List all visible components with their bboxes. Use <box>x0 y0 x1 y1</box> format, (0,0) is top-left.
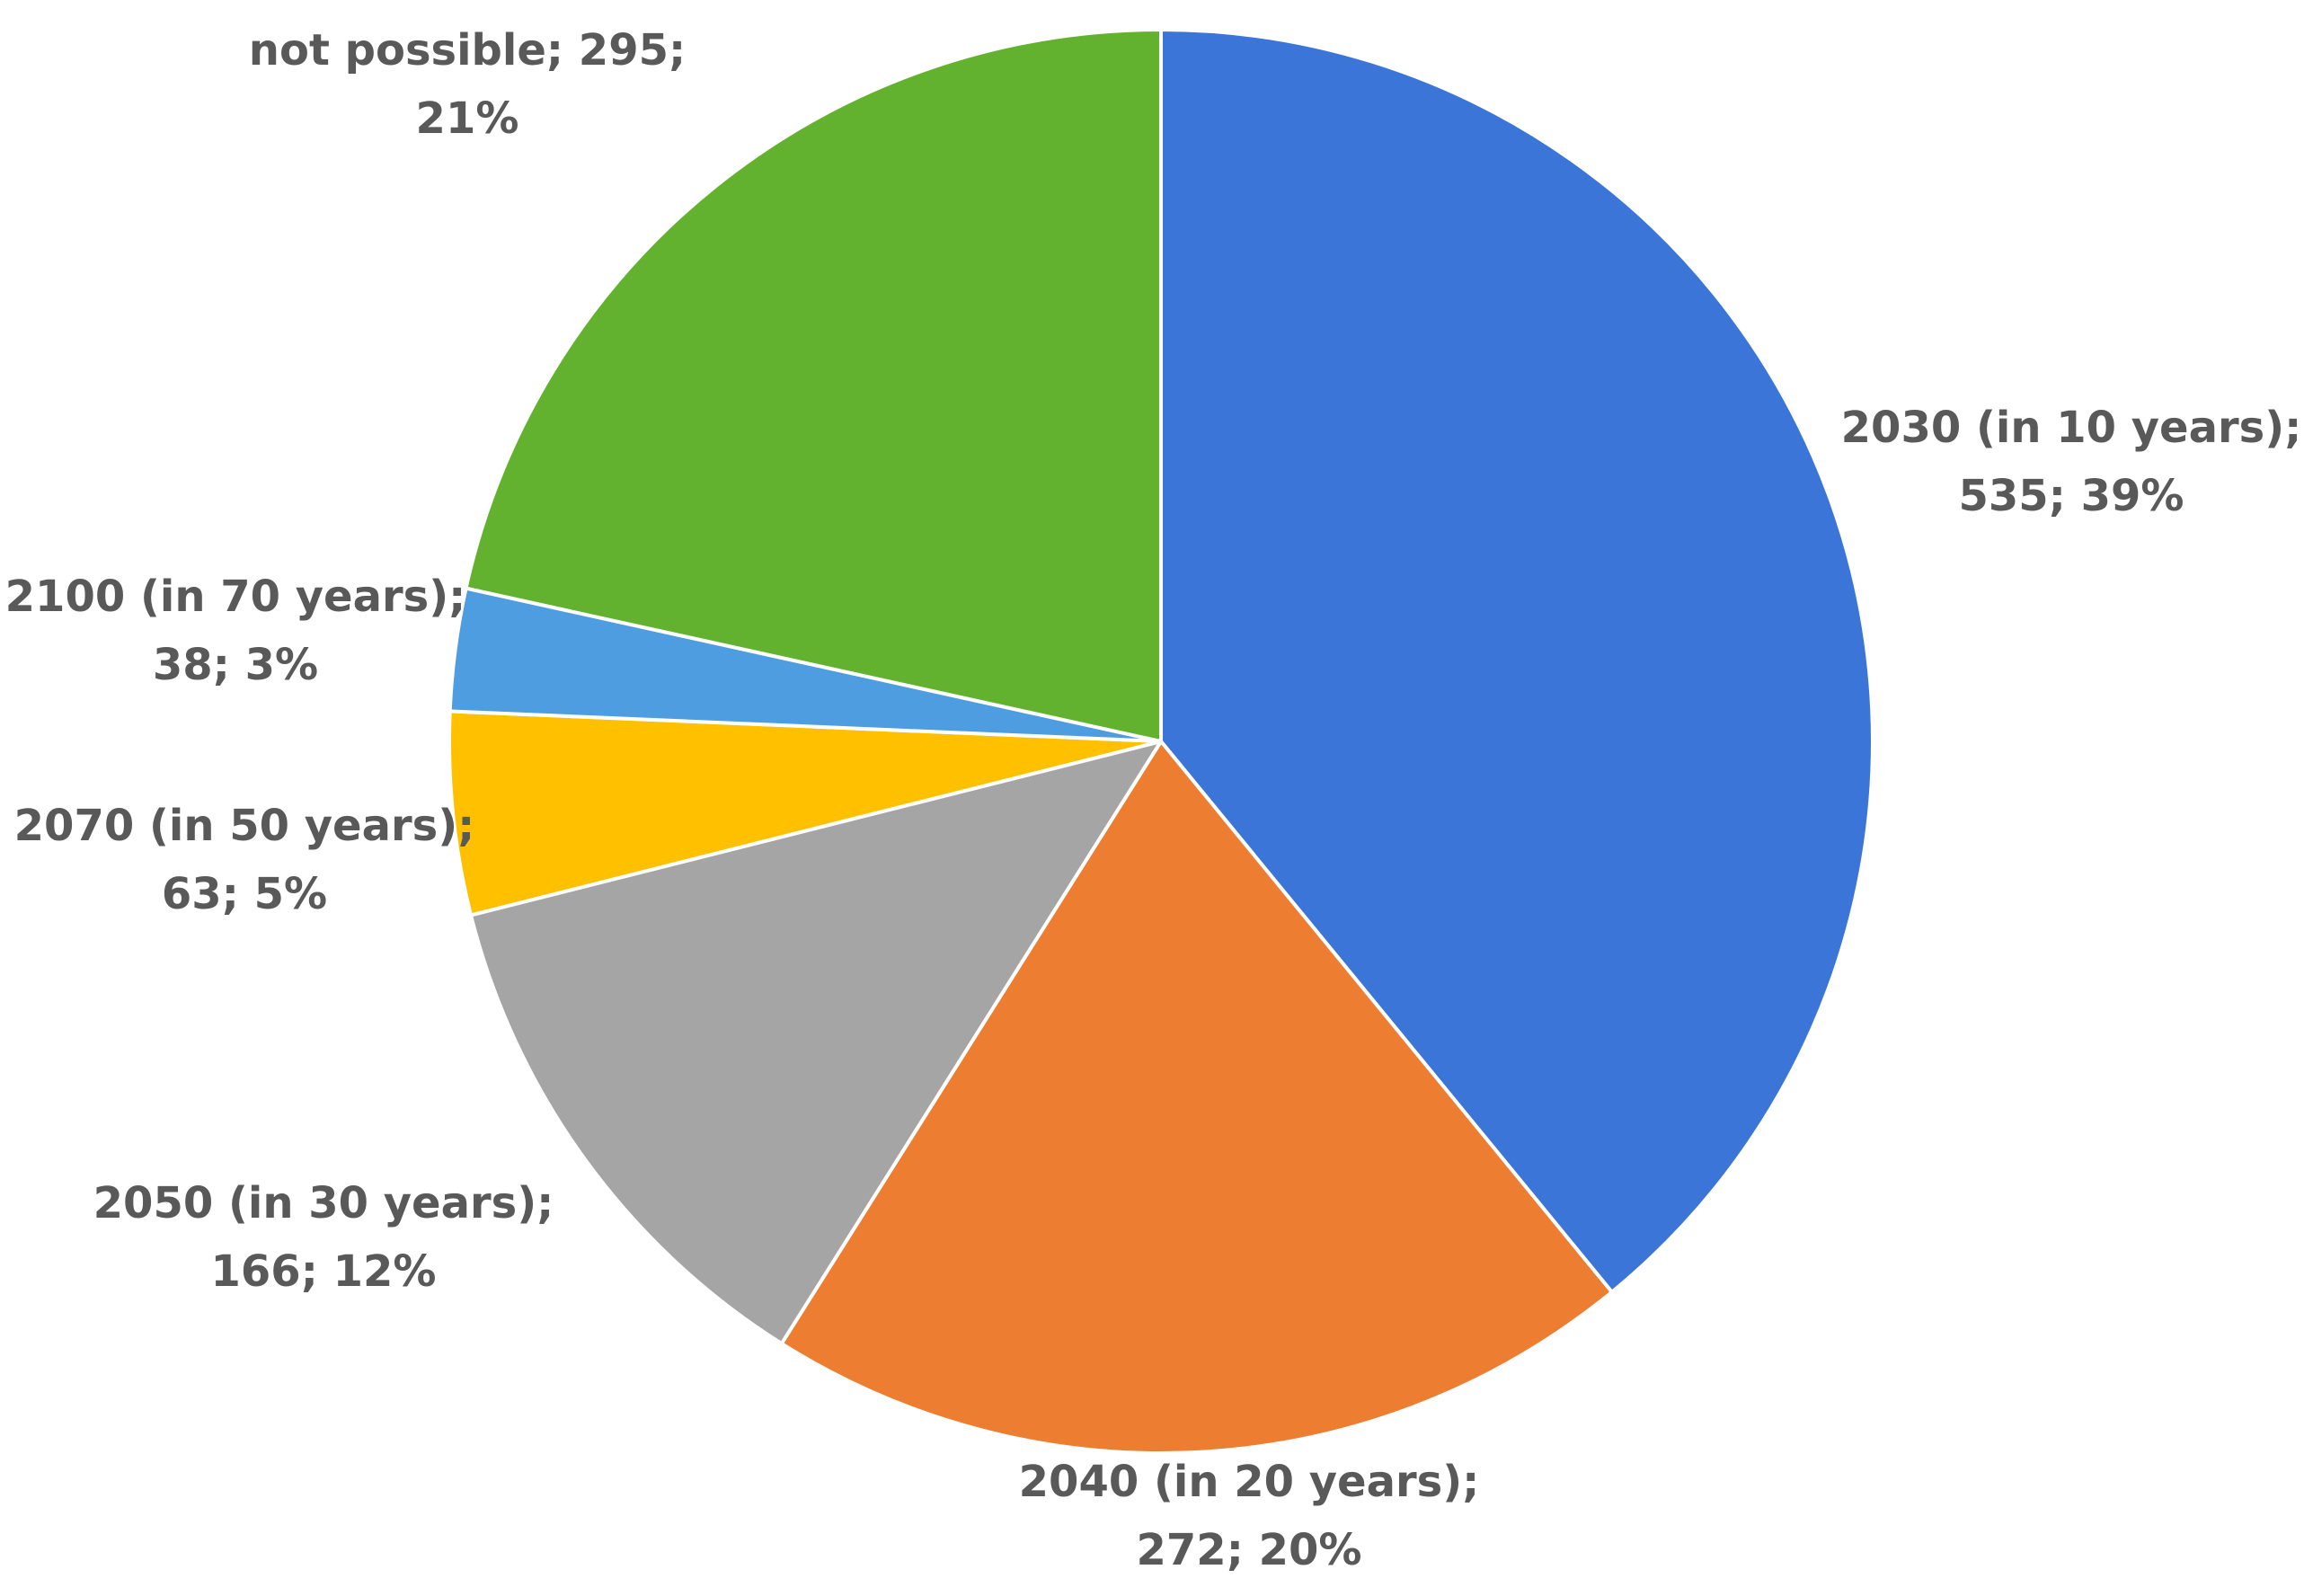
pie-slice-2050-in-30-years <box>468 740 1163 1346</box>
pie-labels: 2030 (in 10 years); 535; 39% 2040 (in 20 y… <box>5 25 2302 1575</box>
pie-slice-2040-in-20-years <box>779 740 1614 1455</box>
data-label-line1: 2070 (in 50 years); <box>14 801 475 851</box>
data-label-2070-in-50-years: 2070 (in 50 years); 63; 5% <box>14 801 475 919</box>
pie-slice-not-possible <box>464 28 1163 743</box>
data-label-line2: 535; 39% <box>1959 471 2184 521</box>
data-label-2030-in-10-years: 2030 (in 10 years); 535; 39% <box>1841 403 2302 521</box>
pie-slices <box>448 28 1874 1455</box>
data-label-not-possible: not possible; 295; 21% <box>249 25 686 144</box>
data-label-2100-in-70-years: 2100 (in 70 years); 38; 3% <box>5 572 466 690</box>
data-label-line1: not possible; 295; <box>249 25 686 75</box>
data-label-line2: 63; 5% <box>162 869 327 919</box>
data-label-2050-in-30-years: 2050 (in 30 years); 166; 12% <box>93 1178 554 1297</box>
data-label-line1: 2040 (in 20 years); <box>1019 1457 1480 1507</box>
pie-slice-2070-in-50-years <box>448 709 1163 918</box>
data-label-line1: 2050 (in 30 years); <box>93 1178 554 1228</box>
data-label-line2: 38; 3% <box>153 640 318 690</box>
data-label-line1: 2100 (in 70 years); <box>5 572 466 622</box>
data-label-line2: 272; 20% <box>1137 1525 1362 1575</box>
data-label-line2: 166; 12% <box>211 1246 437 1297</box>
pie-slice-2030-in-10-years <box>1159 28 1874 1294</box>
data-label-line2: 21% <box>416 93 519 144</box>
data-label-2040-in-20-years: 2040 (in 20 years); 272; 20% <box>1019 1457 1480 1575</box>
data-label-line1: 2030 (in 10 years); <box>1841 403 2302 453</box>
